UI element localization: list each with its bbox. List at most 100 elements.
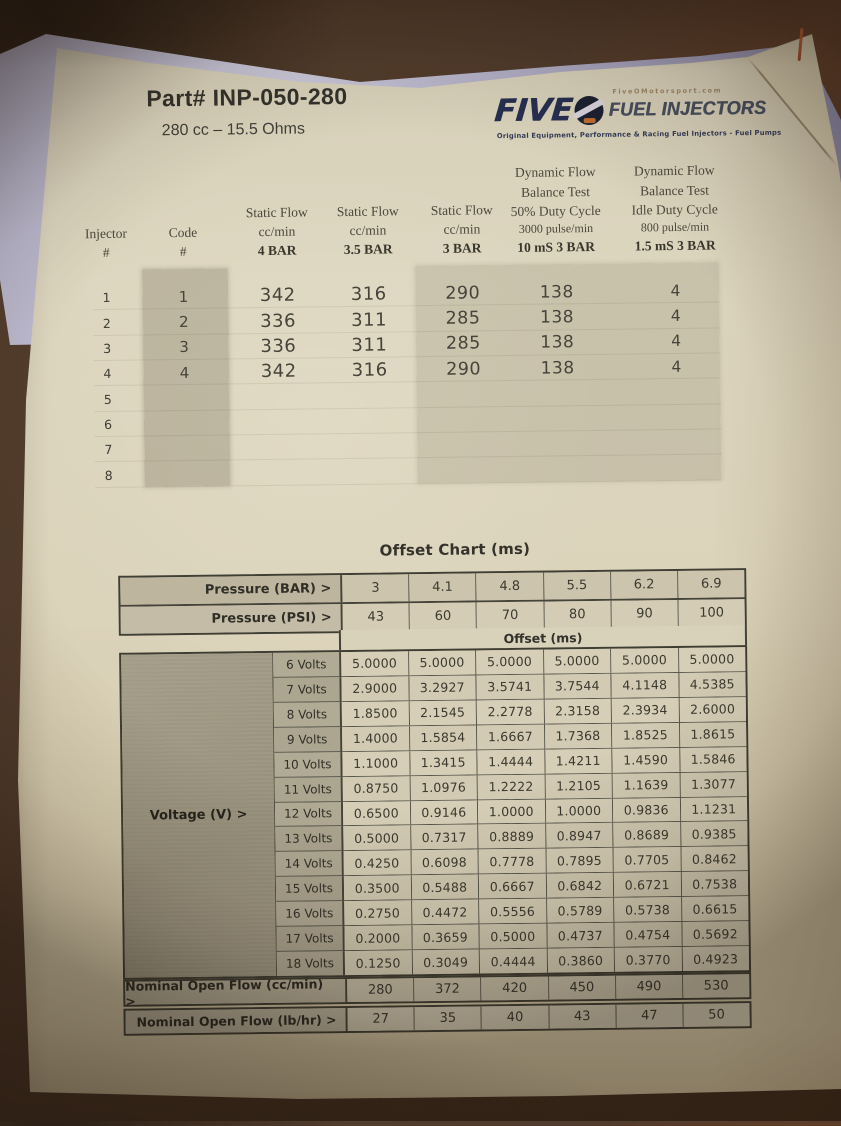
header-line: 4 BAR xyxy=(257,242,297,258)
nominal-cc-value: 372 xyxy=(414,977,482,1002)
flow-cell xyxy=(493,405,623,432)
offset-value-cell: 1.6667 xyxy=(477,724,545,750)
logo-wordmark: FIVE FUEL INJECTORS xyxy=(492,92,770,130)
offset-value-cell: 3.5741 xyxy=(476,674,545,700)
offset-value-cell: 0.6500 xyxy=(342,800,411,826)
offset-value-cell: 1.3077 xyxy=(680,771,747,797)
pressure-bar-value: 6.9 xyxy=(678,570,745,598)
offset-value-cell: 1.8615 xyxy=(679,721,747,747)
logo-brand-text: FIVE xyxy=(492,92,575,130)
offset-value-cell: 1.5854 xyxy=(409,725,478,750)
flow-cell xyxy=(611,404,743,431)
flow-cell xyxy=(320,433,420,460)
voltage-row-label: 11 Volts xyxy=(274,776,343,803)
offset-value-cell: 1.8525 xyxy=(612,722,680,748)
header-line: 3.5 BAR xyxy=(343,241,393,257)
offset-value-cell: 2.3934 xyxy=(611,697,680,723)
offset-value-cell: 0.3500 xyxy=(343,875,412,901)
offset-value-cell: 2.9000 xyxy=(341,676,410,701)
flow-cell xyxy=(230,460,330,487)
pressure-bar-value: 4.1 xyxy=(409,573,477,602)
flow-cell: 6 xyxy=(103,416,113,432)
flow-cell xyxy=(611,379,743,406)
voltage-row-label: 9 Volts xyxy=(274,726,343,753)
offset-value-cell: 0.3770 xyxy=(614,947,683,972)
flow-cell: 4 xyxy=(670,281,682,300)
nominal-cc-value: 530 xyxy=(682,974,750,998)
offset-value-cell: 5.0000 xyxy=(611,647,679,673)
header-line: 10 mS 3 BAR xyxy=(517,238,596,255)
offset-value-cell: 0.6667 xyxy=(478,873,547,899)
voltage-row-label: 10 Volts xyxy=(274,751,343,778)
offset-value-cell: 0.3659 xyxy=(411,924,480,950)
voltage-row-label: 14 Volts xyxy=(275,851,344,878)
offset-value-cell: 3.7544 xyxy=(543,673,612,699)
flow-table-body: 1 1 342 316 290 138 4 2 2 336 311 285 138 4 3 3 336 311 28… xyxy=(0,276,840,489)
flow-cell xyxy=(612,455,744,482)
flow-cell: 311 xyxy=(351,334,388,356)
flow-cell: 138 xyxy=(540,332,575,353)
flow-cell xyxy=(150,385,220,411)
offset-value-cell: 0.6098 xyxy=(411,849,479,875)
pressure-bar-value: 4.8 xyxy=(476,572,545,601)
offset-value-cell: 0.4923 xyxy=(682,946,750,971)
header-line: Balance Test xyxy=(520,183,591,200)
offset-value-cell: 0.5000 xyxy=(343,825,412,851)
offset-value-cell: 1.5846 xyxy=(679,746,747,772)
flow-cell: 4 xyxy=(179,363,190,382)
flow-cell: 1 xyxy=(178,287,189,306)
flow-cell xyxy=(494,456,624,483)
header-line: 50% Duty Cycle xyxy=(510,202,601,219)
flow-cell: 138 xyxy=(539,307,575,328)
nominal-cc-value: 280 xyxy=(347,978,415,1003)
nominal-lb-value: 47 xyxy=(616,1003,684,1028)
offset-value-cell: 0.5556 xyxy=(479,898,547,924)
header-line: cc/min xyxy=(349,222,387,238)
offset-value-cell: 0.7317 xyxy=(410,824,479,850)
flow-column-header-4: Static Flow cc/min 3.5 BAR xyxy=(318,201,419,260)
header-line: # xyxy=(102,244,110,260)
offset-value-cell: 0.9385 xyxy=(680,821,748,847)
flow-cell: 1 xyxy=(102,290,112,306)
voltage-row-label: 13 Volts xyxy=(275,826,344,853)
pressure-bar-label: Pressure (BAR) > xyxy=(120,575,343,605)
offset-value-cell: 0.5738 xyxy=(614,897,682,922)
offset-value-cell: 1.8500 xyxy=(341,701,410,726)
offset-value-cell: 0.7778 xyxy=(478,848,547,874)
flow-cell: 2 xyxy=(178,312,190,332)
pressure-psi-value: 100 xyxy=(678,599,745,627)
offset-value-cell: 0.2000 xyxy=(344,925,413,951)
offset-value-cell: 0.4754 xyxy=(614,922,683,947)
flow-cell xyxy=(493,380,623,407)
pressure-bar-value: 5.5 xyxy=(543,571,612,600)
pressure-psi-value: 60 xyxy=(409,602,478,631)
offset-value-cell: 0.7705 xyxy=(613,847,682,873)
offset-value-cell: 0.6842 xyxy=(546,873,615,898)
offset-value-cell: 0.9836 xyxy=(612,797,681,823)
flow-cell: 3 xyxy=(179,338,190,357)
flow-cell: 336 xyxy=(260,335,297,357)
offset-value-cell: 5.0000 xyxy=(678,647,746,672)
nominal-lb-value: 35 xyxy=(414,1006,483,1031)
offset-value-cell: 1.4444 xyxy=(477,749,546,775)
offset-value-cell: 1.1639 xyxy=(612,772,681,798)
part-spec-subtitle: 280 cc – 15.5 Ohms xyxy=(161,120,306,140)
offset-value-cell: 0.8750 xyxy=(342,775,411,801)
part-number-title: Part# INP-050-280 xyxy=(146,82,348,112)
offset-value-cell: 0.3049 xyxy=(412,949,481,975)
offset-value-cell: 5.0000 xyxy=(476,649,544,675)
nominal-cc-value: 450 xyxy=(548,975,617,1000)
flow-column-header-1: Injector # xyxy=(76,223,136,262)
offset-value-cell: 0.6721 xyxy=(613,872,682,897)
offset-value-cell: 1.0000 xyxy=(477,799,546,824)
offset-value-cell: 0.7895 xyxy=(546,848,614,873)
flow-column-header-7: Dynamic Flow Balance Test Idle Duty Cycle 8… xyxy=(608,161,741,256)
nominal-lb-value: 50 xyxy=(683,1003,750,1027)
offset-chart-title: Offset Chart (ms) xyxy=(379,539,531,560)
voltage-row-label: 17 Volts xyxy=(276,926,345,952)
voltage-offset-table: Voltage (V) > 6 Volts 7 Volts 8 Volts 9 Vol… xyxy=(119,645,752,980)
offset-value-cell: 0.5000 xyxy=(479,923,548,949)
offset-value-cell: 0.8889 xyxy=(478,824,547,849)
flow-cell xyxy=(229,409,329,436)
flow-cell xyxy=(150,410,220,436)
